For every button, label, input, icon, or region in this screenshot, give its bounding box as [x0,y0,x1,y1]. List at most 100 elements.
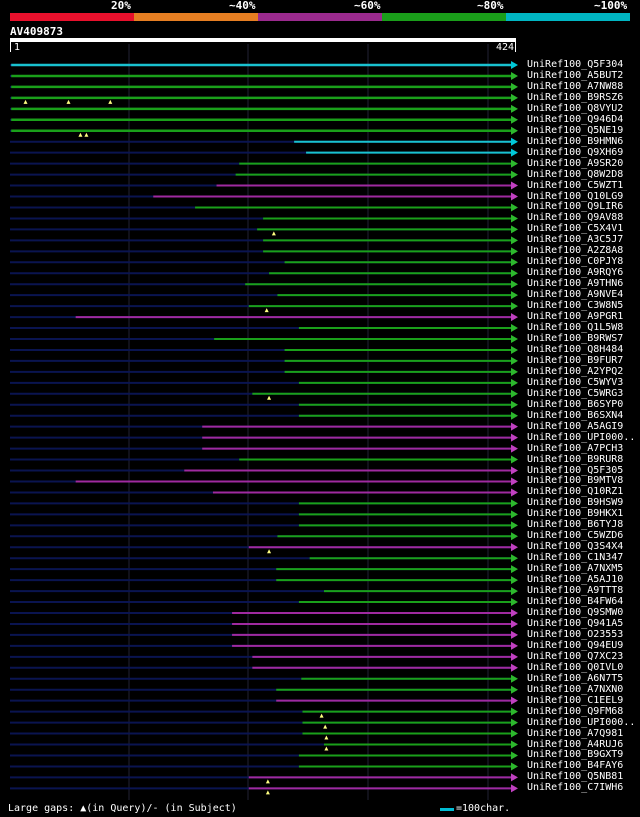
hit-arrow-icon [511,433,518,442]
query-gap-marker-icon [78,132,83,137]
ruler-end-label: 424 [496,42,515,53]
hit-label-link[interactable]: UniRef100_A2YPQ2 [527,365,624,377]
query-gap-marker-icon [84,132,89,137]
hit-label-link[interactable]: UniRef100_Q9AV88 [527,212,624,224]
hit-label-link[interactable]: UniRef100_B6SYP0 [527,398,624,410]
hit-label-link[interactable]: UniRef100_Q5NB81 [527,771,624,783]
hit-label-link[interactable]: UniRef100_B9RUR8 [527,453,624,465]
hit-arrow-icon [511,367,518,376]
hit-label-link[interactable]: UniRef100_A7Q981 [527,727,624,739]
hit-arrow-icon [511,247,518,256]
hit-label-link[interactable]: UniRef100_A2Z8A8 [527,245,624,257]
hit-label-link[interactable]: UniRef100_C3W8N5 [527,300,624,312]
hit-label-link[interactable]: UniRef100_A9RQY6 [527,267,624,279]
query-id: AV409873 [10,25,63,38]
legend-label-40: ~40% [229,0,256,12]
hit-label-link[interactable]: UniRef100_UPI000.. [527,716,636,728]
hit-label-link[interactable]: UniRef100_UPI000.. [527,431,636,443]
query-gap-marker-icon [265,790,270,795]
hit-label-link[interactable]: UniRef100_C5WRG3 [527,387,624,399]
hit-label-link[interactable]: UniRef100_C5X4V1 [527,223,624,235]
hit-label-link[interactable]: UniRef100_B9RWS7 [527,333,624,344]
hit-arrow-icon [511,499,518,508]
hit-label-link[interactable]: UniRef100_B9HMN6 [527,135,624,147]
hit-label-link[interactable]: UniRef100_Q8W2D8 [527,168,624,180]
hit-arrow-icon [511,280,518,289]
hit-label-link[interactable]: UniRef100_A9THN6 [527,278,624,290]
query-gap-marker-icon [267,549,272,554]
hit-arrow-icon [511,104,518,113]
hit-label-link[interactable]: UniRef100_A7NW88 [527,80,624,92]
hit-label-link[interactable]: UniRef100_C0PJY8 [527,256,624,268]
hit-label-link[interactable]: UniRef100_C7IWH6 [527,782,624,794]
hit-label-link[interactable]: UniRef100_Q5NE19 [527,124,624,136]
hit-label-link[interactable]: UniRef100_A7PCH3 [527,442,624,454]
hit-label-link[interactable]: UniRef100_O23553 [527,628,624,640]
hit-label-link[interactable]: UniRef100_A9PGR1 [527,311,624,323]
hit-label-link[interactable]: UniRef100_Q9XH69 [527,146,624,158]
hit-label-link[interactable]: UniRef100_A3C5J7 [527,234,624,246]
hit-arrow-icon [511,707,518,716]
hit-arrow-icon [511,411,518,420]
legend-label-80: ~80% [477,0,504,12]
hit-label-link[interactable]: UniRef100_C5WZD6 [527,530,624,542]
hit-label-link[interactable]: UniRef100_Q0IVL0 [527,661,624,673]
hit-label-link[interactable]: UniRef100_B9RSZ6 [527,91,624,103]
hit-arrow-icon [511,652,518,661]
hit-label-link[interactable]: UniRef100_Q941A5 [527,617,624,629]
hit-label-link[interactable]: UniRef100_Q7XC23 [527,650,624,662]
hit-label-link[interactable]: UniRef100_A6N7T5 [527,672,624,684]
hit-label-link[interactable]: UniRef100_C5WZT1 [527,179,624,191]
ruler-tick-start [10,42,11,52]
hit-label-link[interactable]: UniRef100_A7NXN0 [527,683,624,695]
hit-label-link[interactable]: UniRef100_A4RUJ6 [527,738,624,750]
hit-label-link[interactable]: UniRef100_Q8H484 [527,343,624,355]
hit-label-link[interactable]: UniRef100_B6SXN4 [527,409,624,421]
hit-label-link[interactable]: UniRef100_B9FUR7 [527,354,624,366]
hit-label-link[interactable]: UniRef100_B9HKX1 [527,508,624,520]
hit-arrow-icon [511,488,518,497]
hit-label-link[interactable]: UniRef100_B6TYJ8 [527,519,624,531]
hit-label-link[interactable]: UniRef100_C1N347 [527,552,624,564]
hit-label-link[interactable]: UniRef100_Q5F305 [527,464,624,476]
legend-label-60: ~60% [354,0,381,12]
hit-arrow-icon [511,170,518,179]
hit-label-link[interactable]: UniRef100_Q8VYU2 [527,102,624,114]
hit-label-link[interactable]: UniRef100_Q10RZ1 [527,486,624,498]
identity-color-scale [10,13,630,21]
hit-label-link[interactable]: UniRef100_B4FW64 [527,596,624,608]
hit-label-link[interactable]: UniRef100_Q10LG9 [527,190,624,202]
hit-label-link[interactable]: UniRef100_Q3S4X4 [527,541,624,553]
hit-label-link[interactable]: UniRef100_Q5F304 [527,59,624,70]
hit-arrow-icon [511,378,518,387]
hit-label-link[interactable]: UniRef100_A5AJ10 [527,574,624,586]
hit-label-link[interactable]: UniRef100_C1EEL9 [527,694,624,706]
legend-swatch-80 [382,13,506,21]
hit-arrow-icon [511,115,518,124]
hit-arrow-icon [511,313,518,322]
hit-label-link[interactable]: UniRef100_Q1L5W8 [527,322,624,334]
hit-label-link[interactable]: UniRef100_C5WYV3 [527,376,624,388]
hit-label-link[interactable]: UniRef100_Q94EU9 [527,639,624,651]
hit-arrow-icon [511,543,518,552]
hit-arrow-icon [511,718,518,727]
hit-label-link[interactable]: UniRef100_A5BUT2 [527,69,624,81]
hit-arrow-icon [511,335,518,343]
hit-label-link[interactable]: UniRef100_A5AGI9 [527,420,624,432]
hit-label-link[interactable]: UniRef100_B9HSW9 [527,497,624,509]
hit-label-link[interactable]: UniRef100_A7NXM5 [527,563,624,575]
hit-label-link[interactable]: UniRef100_A9TTT8 [527,585,624,597]
hit-label-link[interactable]: UniRef100_Q9SMW0 [527,607,624,618]
hit-label-link[interactable]: UniRef100_A9NVE4 [527,289,624,301]
hit-arrow-icon [511,291,518,300]
hit-label-link[interactable]: UniRef100_Q9FM68 [527,705,624,717]
hit-arrow-icon [511,455,518,464]
hit-label-link[interactable]: UniRef100_B9GXT9 [527,749,624,761]
hit-label-link[interactable]: UniRef100_Q946D4 [527,113,624,125]
hit-label-link[interactable]: UniRef100_A9SR20 [527,157,624,169]
hit-label-link[interactable]: UniRef100_B4FAY6 [527,760,624,772]
ruler-tick-end [515,42,516,52]
hit-label-link[interactable]: UniRef100_B9MTV8 [527,475,624,487]
hit-label-link[interactable]: UniRef100_Q9LIR6 [527,201,624,213]
hit-arrow-icon [511,663,518,672]
